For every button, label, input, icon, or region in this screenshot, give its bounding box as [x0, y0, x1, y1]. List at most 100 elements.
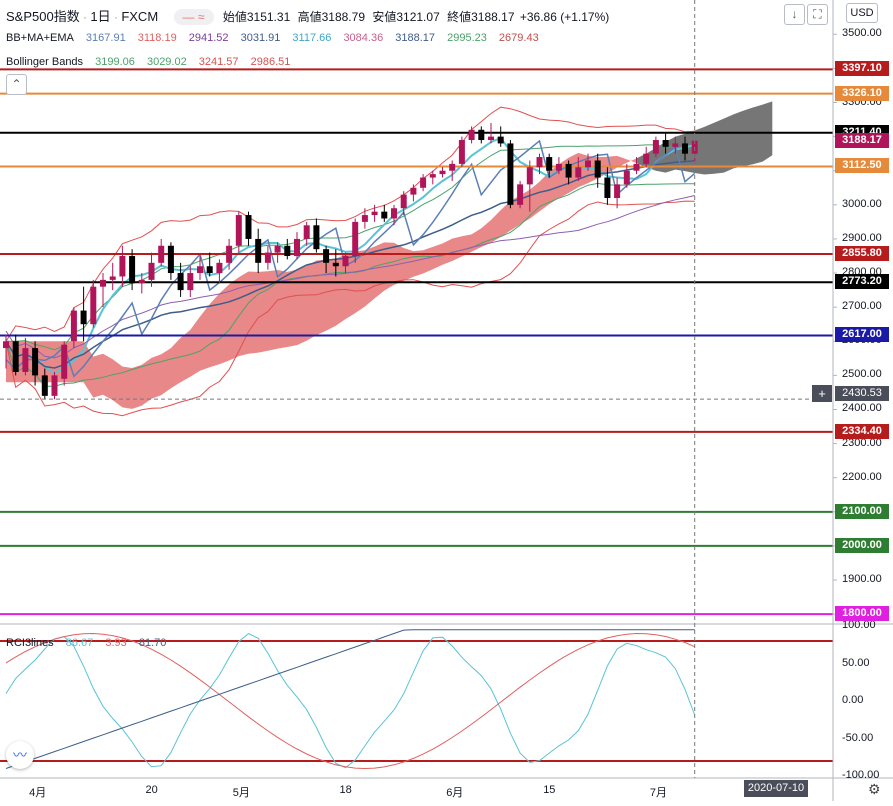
candle-body	[604, 177, 611, 199]
price-tick-label: 2500.00	[842, 368, 882, 381]
symbol-name[interactable]: S&P500指数	[6, 9, 80, 24]
bbmaema-value-2: 3118.19	[137, 32, 177, 44]
open-value: 3151.31	[246, 10, 291, 24]
candle-body	[226, 245, 233, 263]
candle-body	[313, 225, 320, 250]
bollinger-value-3: 3241.57	[198, 56, 239, 68]
level-price-tag: 2855.80	[835, 246, 889, 262]
candle-body	[206, 266, 213, 274]
candle-body	[32, 348, 39, 376]
fullscreen-button[interactable]: ⛶	[807, 4, 828, 25]
bbmaema-legend[interactable]: BB+MA+EMA 3167.91 3118.19 2941.52 3031.9…	[6, 32, 548, 44]
candle-body	[109, 276, 116, 280]
rci-value-3: 81.70	[138, 637, 167, 649]
level-price-tag: 1800.00	[835, 606, 889, 622]
candle-body	[546, 157, 553, 171]
price-tick-label: 1900.00	[842, 573, 882, 586]
download-button[interactable]: ↓	[784, 4, 805, 25]
candle-body	[400, 194, 407, 209]
bollinger-legend[interactable]: Bollinger Bands 3199.06 3029.02 3241.57 …	[6, 56, 299, 68]
collapse-legend-button[interactable]: ⌃	[6, 74, 27, 95]
rci-tick-label: 50.00	[842, 656, 870, 669]
bbmaema-value-1: 3167.91	[85, 32, 126, 44]
candle-body	[468, 129, 475, 141]
rci-legend[interactable]: RCI3lines 86.67 3.93 81.70	[6, 637, 175, 649]
cloud-bullish	[6, 152, 637, 409]
rci-value-2: 3.93	[105, 637, 127, 649]
candle-body	[585, 160, 591, 168]
candle-body	[371, 211, 378, 216]
candle-body	[90, 286, 97, 325]
candle-body	[129, 255, 136, 284]
candle-body	[458, 140, 465, 164]
candle-body	[70, 310, 77, 342]
candle-body	[235, 215, 242, 246]
high-label: 高値	[297, 10, 322, 24]
currency-button[interactable]: USD	[846, 3, 878, 23]
time-tick-label: 7月	[649, 787, 668, 799]
interval[interactable]: 1日	[90, 9, 111, 24]
add-alert-button[interactable]: +	[812, 385, 832, 402]
candle-body	[342, 255, 349, 267]
chart-header: S&P500指数 · 1日 · FXCM — ≈ 始値3151.31 高値318…	[6, 9, 610, 25]
candle-body	[197, 266, 203, 274]
price-tick-label: 2300.00	[842, 436, 882, 449]
rci-tick-label: 100.00	[842, 619, 876, 631]
candle-body	[652, 140, 659, 154]
bbmaema-label: BB+MA+EMA	[6, 32, 74, 44]
candle-body	[216, 262, 223, 274]
rci-value-1: 86.67	[65, 637, 94, 649]
candle-body	[51, 375, 58, 396]
low-label: 安値	[372, 10, 397, 24]
candle-body	[672, 143, 679, 147]
bollinger-label: Bollinger Bands	[6, 56, 84, 68]
tradingview-logo-icon[interactable]: 〰	[6, 741, 34, 769]
time-tick-label: 5月	[232, 787, 250, 799]
candle-body	[255, 238, 262, 263]
candle-body	[12, 341, 19, 372]
candle-body	[274, 245, 281, 253]
bbmaema-value-9: 2679.43	[498, 32, 539, 44]
bollinger-value-1: 3199.06	[95, 56, 135, 68]
candle-body	[536, 157, 543, 168]
candle-body	[575, 167, 582, 178]
candle-body	[294, 238, 300, 256]
candle-body	[332, 262, 339, 267]
candle-body	[148, 262, 155, 280]
candle-body	[517, 184, 524, 205]
time-tick-label: 4月	[29, 787, 47, 799]
candle-body	[662, 140, 669, 147]
crosshair-price-label: 2430.53	[835, 386, 889, 401]
candle-body	[138, 279, 145, 284]
candle-body	[177, 273, 184, 291]
bbmaema-value-6: 3084.36	[343, 32, 384, 44]
candle-body	[449, 163, 456, 171]
level-price-tag: 2100.00	[835, 503, 889, 519]
rci-long-line	[5, 629, 695, 769]
time-tick-label: 15	[543, 784, 556, 796]
price-tick-label: 3500.00	[842, 27, 882, 40]
candle-body	[391, 208, 397, 219]
candle-body	[41, 375, 48, 396]
candle-body	[643, 153, 650, 164]
rci-label: RCI3lines	[6, 637, 54, 649]
compare-icon[interactable]: — ≈	[173, 9, 214, 25]
candle-body	[284, 245, 291, 256]
settings-gear-icon[interactable]: ⚙	[868, 781, 881, 797]
candle-body	[682, 143, 688, 154]
bbmaema-value-5: 3117.66	[292, 32, 332, 44]
price-tick-label: 2400.00	[842, 402, 882, 415]
candle-body	[526, 167, 533, 185]
data-source: FXCM	[121, 9, 159, 24]
candle-body	[633, 163, 640, 171]
candle-body	[264, 252, 271, 263]
plus-icon: +	[818, 386, 826, 401]
price-tick-label: 2900.00	[842, 231, 882, 244]
candle-body	[594, 160, 601, 178]
bbmaema-value-4: 3031.91	[240, 32, 281, 44]
crosshair-date-label: 2020-07-10	[744, 780, 808, 797]
time-tick-label: 6月	[446, 787, 464, 799]
rci-tick-label: -50.00	[842, 731, 874, 744]
